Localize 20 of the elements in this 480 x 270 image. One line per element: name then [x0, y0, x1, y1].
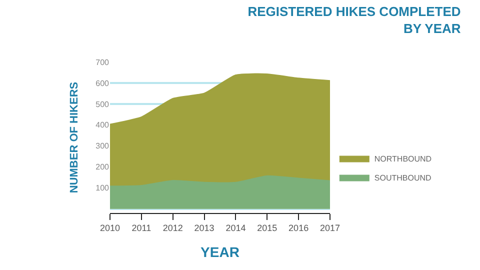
legend-label: NORTHBOUND: [374, 154, 432, 164]
y-tick-label: 100: [96, 184, 110, 193]
chart-title: REGISTERED HIKES COMPLETED BY YEAR: [248, 4, 462, 36]
x-tick-label: 2010: [100, 222, 120, 233]
x-tick-label: 2011: [132, 222, 152, 233]
y-tick-label: 600: [96, 78, 110, 88]
y-tick-label: 300: [96, 142, 110, 151]
y-tick-label: 200: [96, 162, 110, 172]
y-tick-label: 500: [96, 100, 110, 109]
y-tick-label: 400: [96, 120, 110, 130]
y-tick-label: 700: [96, 58, 110, 67]
x-tick-label: 2017: [320, 222, 340, 233]
x-tick-label: 2012: [162, 222, 183, 233]
x-axis-title: YEAR: [200, 244, 240, 260]
x-tick-label: 2013: [194, 222, 214, 233]
x-tick-label: 2016: [288, 222, 309, 233]
legend-label: SOUTHBOUND: [374, 173, 432, 182]
x-tick-label: 2014: [226, 222, 246, 233]
y-axis-title: NUMBER OF HIKERS: [68, 82, 80, 194]
x-tick-label: 2015: [257, 222, 278, 233]
